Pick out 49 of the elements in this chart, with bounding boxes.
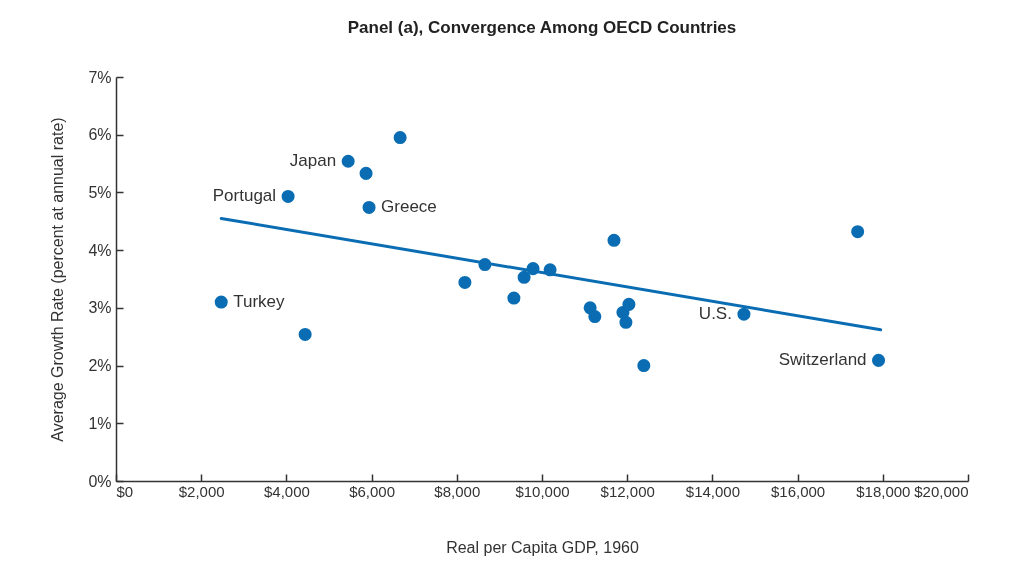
x-tick-label: $12,000 (600, 482, 655, 500)
point (341, 154, 355, 168)
point (526, 262, 540, 276)
point (851, 225, 865, 239)
annotation: Greece (381, 197, 437, 217)
y-tick-label: 2% (88, 357, 112, 375)
point (362, 200, 376, 214)
x-tick-label: $0 (116, 482, 134, 500)
point (543, 263, 557, 277)
point (737, 307, 751, 321)
annotation: Portugal (212, 186, 277, 206)
point (298, 327, 312, 341)
point (281, 189, 295, 203)
point (607, 233, 621, 247)
x-tick-label: $10,000 (515, 482, 570, 500)
x-tick-label: $8,000 (434, 482, 481, 500)
point (517, 270, 531, 284)
y-tick-label: 3% (88, 299, 112, 317)
annotation: U.S. (698, 304, 732, 324)
y-tick-label: 4% (88, 241, 112, 259)
point (359, 166, 373, 180)
annotation: Switzerland (778, 350, 867, 370)
x-tick-label: $16,000 (770, 482, 826, 500)
point (393, 131, 407, 145)
annotation: Turkey (233, 292, 286, 312)
x-axis-title: Real per Capita GDP, 1960 (446, 538, 639, 556)
point (478, 258, 492, 272)
y-tick-label: 5% (88, 183, 112, 201)
y-tick-label: 0% (88, 472, 112, 490)
x-tick-label: $4,000 (263, 482, 310, 500)
point (619, 315, 633, 329)
point (622, 297, 636, 311)
annotation: Japan (289, 151, 337, 171)
point (507, 291, 521, 305)
x-tick-label: $2,000 (178, 482, 225, 500)
x-tick-label: $14,000 (685, 482, 741, 500)
point (588, 310, 602, 324)
y-axis-title: Average Growth Rate (percent at annual rate) (49, 117, 67, 442)
x-tick-label: $20,000 (914, 482, 969, 500)
point (637, 359, 651, 373)
y-tick-label: 6% (88, 126, 112, 144)
point (872, 353, 886, 367)
point (214, 295, 228, 309)
point (458, 275, 472, 289)
y-tick-label: 7% (88, 68, 112, 86)
x-tick-label: $6,000 (349, 482, 396, 500)
chart-title: Panel (a), Convergence Among OECD Countries (347, 18, 737, 37)
x-tick-label: $18,000 (856, 482, 911, 500)
y-tick-label: 1% (88, 414, 112, 432)
